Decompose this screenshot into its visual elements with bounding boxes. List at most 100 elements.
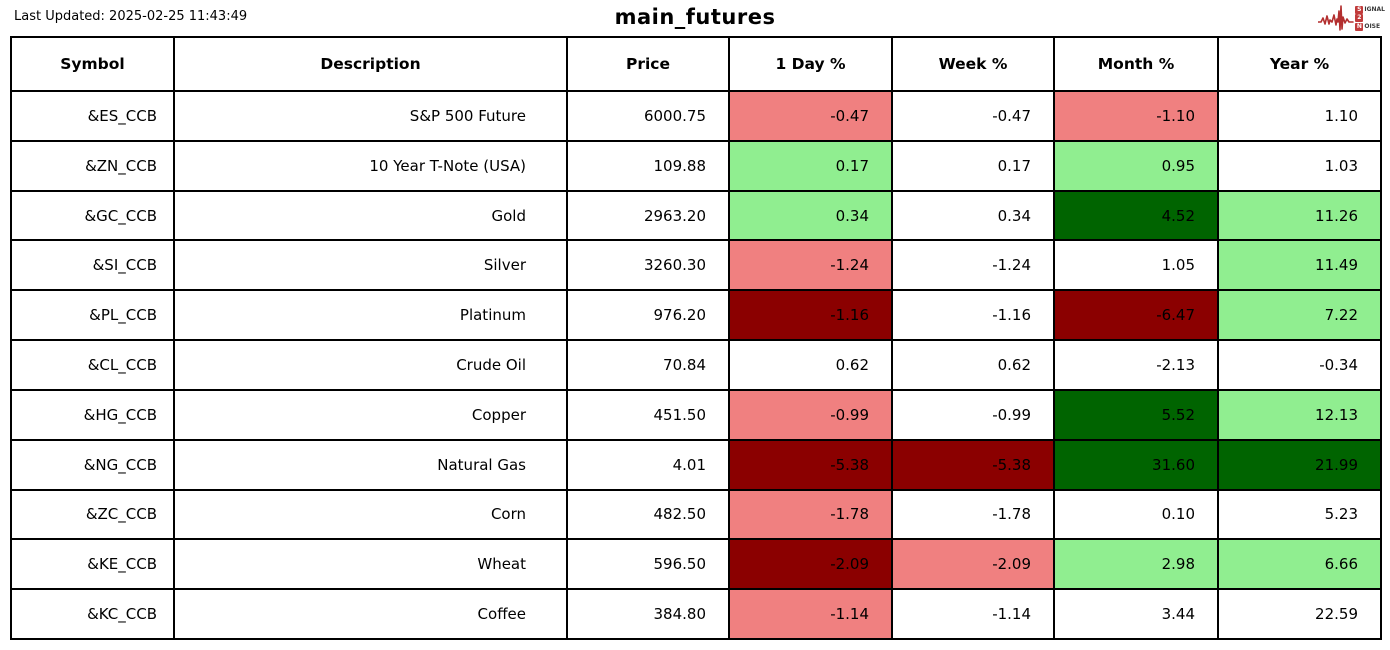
logo-letter-n: N [1355,22,1364,31]
header-1day: 1 Day % [728,36,893,92]
percent-cell: -0.34 [1217,339,1382,391]
percent-cell: 0.34 [728,189,893,242]
logo-line-2: 2 [1355,14,1385,22]
percent-cell: -1.16 [891,289,1055,342]
percent-cell: -2.13 [1053,339,1219,391]
percent-cell: 31.60 [1053,438,1219,491]
table-row: &CL_CCB Crude Oil 70.84 0.62 0.62 -2.13 … [10,339,1382,391]
table-body: &ES_CCB S&P 500 Future 6000.75 -0.47 -0.… [10,90,1382,640]
symbol-cell: &SI_CCB [10,239,175,292]
symbol-cell: &KE_CCB [10,538,175,591]
percent-cell: -0.99 [728,388,893,441]
symbol-cell: &CL_CCB [10,339,175,391]
percent-cell: 1.05 [1053,239,1219,292]
percent-cell: -5.38 [728,438,893,491]
table-row: &KC_CCB Coffee 384.80 -1.14 -1.14 3.44 2… [10,588,1382,640]
percent-cell: -0.47 [728,90,893,142]
percent-cell: 0.34 [891,189,1055,242]
symbol-cell: &ZC_CCB [10,488,175,541]
header-week: Week % [891,36,1055,92]
percent-cell: -6.47 [1053,289,1219,342]
percent-cell: 11.26 [1217,189,1382,242]
price-cell: 384.80 [566,588,730,640]
signal2noise-logo: S IGNAL 2 N OISE [1318,3,1385,33]
price-cell: 4.01 [566,438,730,491]
price-cell: 596.50 [566,538,730,591]
percent-cell: 6.66 [1217,538,1382,591]
waveform-icon [1318,5,1355,31]
description-cell: Coffee [173,588,568,640]
percent-cell: -1.16 [728,289,893,342]
header-row: Symbol Description Price 1 Day % Week % … [10,36,1382,92]
percent-cell: -1.24 [891,239,1055,292]
symbol-cell: &ZN_CCB [10,139,175,192]
percent-cell: 12.13 [1217,388,1382,441]
table-row: &PL_CCB Platinum 976.20 -1.16 -1.16 -6.4… [10,289,1382,342]
percent-cell: 4.52 [1053,189,1219,242]
price-cell: 2963.20 [566,189,730,242]
table-row: &ZN_CCB 10 Year T-Note (USA) 109.88 0.17… [10,139,1382,192]
header-year: Year % [1217,36,1382,92]
table-row: &NG_CCB Natural Gas 4.01 -5.38 -5.38 31.… [10,438,1382,491]
table-row: &GC_CCB Gold 2963.20 0.34 0.34 4.52 11.2… [10,189,1382,242]
logo-text: S IGNAL 2 N OISE [1355,5,1385,31]
logo-word-oise: OISE [1364,23,1381,30]
percent-cell: 22.59 [1217,588,1382,640]
percent-cell: 2.98 [1053,538,1219,591]
percent-cell: -1.14 [891,588,1055,640]
page-title: main_futures [614,5,776,29]
percent-cell: -5.38 [891,438,1055,491]
price-cell: 70.84 [566,339,730,391]
price-cell: 3260.30 [566,239,730,292]
symbol-cell: &NG_CCB [10,438,175,491]
symbol-cell: &KC_CCB [10,588,175,640]
percent-cell: -0.99 [891,388,1055,441]
description-cell: 10 Year T-Note (USA) [173,139,568,192]
table-row: &SI_CCB Silver 3260.30 -1.24 -1.24 1.05 … [10,239,1382,292]
symbol-cell: &ES_CCB [10,90,175,142]
description-cell: Copper [173,388,568,441]
percent-cell: 21.99 [1217,438,1382,491]
percent-cell: 0.95 [1053,139,1219,192]
percent-cell: -1.24 [728,239,893,292]
table-row: &ES_CCB S&P 500 Future 6000.75 -0.47 -0.… [10,90,1382,142]
logo-line-signal: S IGNAL [1355,5,1385,14]
description-cell: S&P 500 Future [173,90,568,142]
percent-cell: 5.23 [1217,488,1382,541]
header-symbol: Symbol [10,36,175,92]
header-month: Month % [1053,36,1219,92]
logo-letter-2: 2 [1355,14,1364,22]
percent-cell: -2.09 [891,538,1055,591]
description-cell: Natural Gas [173,438,568,491]
percent-cell: 0.10 [1053,488,1219,541]
header-price: Price [566,36,730,92]
description-cell: Crude Oil [173,339,568,391]
last-updated-timestamp: Last Updated: 2025-02-25 11:43:49 [14,9,248,24]
percent-cell: 3.44 [1053,588,1219,640]
percent-cell: 0.62 [891,339,1055,391]
percent-cell: 0.17 [891,139,1055,192]
logo-word-ignal: IGNAL [1364,6,1385,13]
description-cell: Platinum [173,289,568,342]
logo-letter-s: S [1355,5,1364,14]
description-cell: Wheat [173,538,568,591]
percent-cell: -2.09 [728,538,893,591]
percent-cell: 1.03 [1217,139,1382,192]
percent-cell: 5.52 [1053,388,1219,441]
percent-cell: -1.78 [728,488,893,541]
futures-table: Symbol Description Price 1 Day % Week % … [10,36,1382,640]
percent-cell: -0.47 [891,90,1055,142]
table-row: &ZC_CCB Corn 482.50 -1.78 -1.78 0.10 5.2… [10,488,1382,541]
header-description: Description [173,36,568,92]
percent-cell: 11.49 [1217,239,1382,292]
table-row: &HG_CCB Copper 451.50 -0.99 -0.99 5.52 1… [10,388,1382,441]
price-cell: 976.20 [566,289,730,342]
percent-cell: -1.14 [728,588,893,640]
price-cell: 109.88 [566,139,730,192]
symbol-cell: &GC_CCB [10,189,175,242]
logo-line-noise: N OISE [1355,22,1385,31]
price-cell: 482.50 [566,488,730,541]
percent-cell: 0.62 [728,339,893,391]
description-cell: Gold [173,189,568,242]
percent-cell: 7.22 [1217,289,1382,342]
